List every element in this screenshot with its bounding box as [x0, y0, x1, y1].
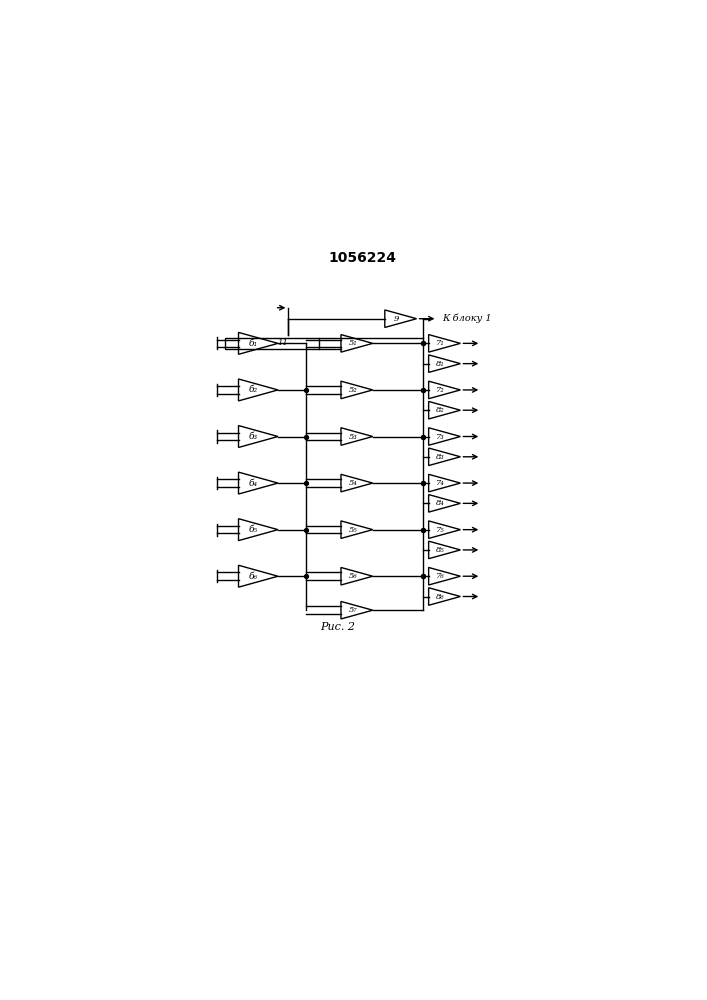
Text: 8₅: 8₅ — [436, 546, 445, 554]
Text: 5₆: 5₆ — [349, 572, 357, 580]
Text: 7₁: 7₁ — [436, 339, 445, 347]
Text: 7₂: 7₂ — [436, 386, 445, 394]
Text: б₆: б₆ — [249, 572, 258, 581]
Text: Рис. 2: Рис. 2 — [320, 622, 355, 632]
Text: 8₆: 8₆ — [436, 593, 445, 601]
Text: 5₁: 5₁ — [349, 339, 357, 347]
Text: б₂: б₂ — [249, 385, 258, 394]
Text: 11: 11 — [278, 339, 288, 347]
Bar — [226, 338, 319, 349]
Text: 5₅: 5₅ — [349, 526, 357, 534]
Text: 1056224: 1056224 — [328, 251, 397, 265]
Text: б₁: б₁ — [249, 339, 258, 348]
Text: б₄: б₄ — [249, 479, 258, 488]
Text: 8₁: 8₁ — [436, 360, 445, 368]
Text: 7₃: 7₃ — [436, 433, 445, 441]
Text: 8₄: 8₄ — [436, 499, 445, 507]
Text: б₅: б₅ — [249, 525, 258, 534]
Text: б₃: б₃ — [249, 432, 258, 441]
Text: К блоку 1: К блоку 1 — [442, 314, 491, 323]
Text: 9: 9 — [394, 315, 399, 323]
Text: 7₅: 7₅ — [436, 526, 445, 534]
Text: 5₂: 5₂ — [349, 386, 357, 394]
Text: 7₆: 7₆ — [436, 572, 445, 580]
Text: 8₂: 8₂ — [436, 406, 445, 414]
Text: 7₄: 7₄ — [436, 479, 445, 487]
Text: 5₃: 5₃ — [349, 433, 357, 441]
Text: 5₄: 5₄ — [349, 479, 357, 487]
Text: 5₇: 5₇ — [349, 606, 357, 614]
Text: 8₃: 8₃ — [436, 453, 445, 461]
